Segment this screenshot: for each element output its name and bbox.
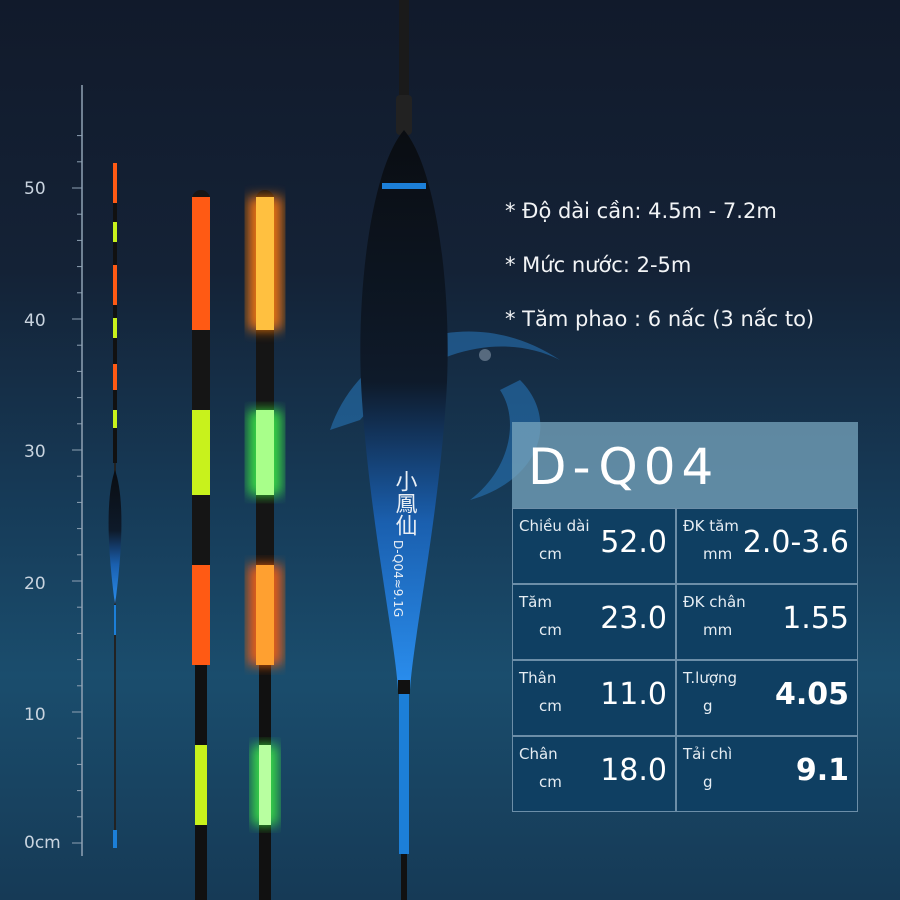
feature-item: * Độ dài cần: 4.5m - 7.2m — [505, 199, 777, 223]
ruler-label: 10 — [24, 705, 46, 725]
spec-unit: mm — [703, 621, 733, 639]
spec-cell: Tải chì g 9.1 — [676, 736, 858, 812]
spec-unit: cm — [539, 545, 562, 563]
spec-value: 11.0 — [600, 677, 667, 712]
spec-cell: Chân cm 18.0 — [512, 736, 676, 812]
spec-cell: T.lượng g 4.05 — [676, 660, 858, 736]
spec-label: Tăm — [519, 593, 552, 611]
float-model-text: D-Q04≈9.1G — [391, 540, 405, 617]
ruler-label: 50 — [24, 179, 46, 199]
spec-label: ĐK tăm — [683, 517, 739, 535]
spec-label: Tải chì — [683, 745, 733, 763]
spec-value: 4.05 — [774, 677, 849, 712]
spec-label: Chân — [519, 745, 558, 763]
float-tip-daytime — [192, 190, 210, 900]
feature-list: * Độ dài cần: 4.5m - 7.2m * Mức nước: 2-… — [505, 184, 814, 346]
spec-label: Chiều dài — [519, 517, 590, 535]
spec-value: 9.1 — [795, 753, 849, 788]
spec-label: ĐK chân — [683, 593, 746, 611]
spec-cell: Thân cm 11.0 — [512, 660, 676, 736]
spec-unit: g — [703, 697, 713, 715]
spec-label: Thân — [519, 669, 557, 687]
spec-cell: Tăm cm 23.0 — [512, 584, 676, 660]
float-main-body: 小鳳仙 D-Q04≈9.1G — [360, 0, 448, 900]
spec-unit: cm — [539, 621, 562, 639]
ruler-label: 20 — [24, 574, 46, 594]
spec-cell: ĐK chân mm 1.55 — [676, 584, 858, 660]
float-brand-text: 小鳳仙 — [392, 470, 418, 536]
spec-cell: Chiều dài cm 52.0 — [512, 508, 676, 584]
spec-label: T.lượng — [683, 669, 738, 687]
spec-unit: cm — [539, 697, 562, 715]
ruler-label: 0cm — [24, 833, 61, 853]
spec-value: 18.0 — [600, 753, 667, 788]
spec-header: D-Q04 — [512, 422, 858, 508]
ruler-label: 40 — [24, 311, 46, 331]
ruler — [72, 85, 83, 856]
feature-item: * Tăm phao : 6 nấc (3 nấc to) — [505, 307, 815, 331]
spec-unit: mm — [703, 545, 733, 563]
spec-table: D-Q04 Chiều dài cm 52.0 ĐK tăm mm 2.0-3.6… — [512, 422, 858, 814]
spec-value: 1.55 — [782, 601, 849, 636]
feature-item: * Mức nước: 2-5m — [505, 253, 692, 277]
model-title: D-Q04 — [528, 438, 720, 496]
spec-value: 23.0 — [600, 601, 667, 636]
float-miniature — [108, 163, 122, 848]
spec-value: 52.0 — [600, 525, 667, 560]
ruler-label: 30 — [24, 442, 46, 462]
spec-unit: cm — [539, 773, 562, 791]
float-tip-glowing — [248, 190, 282, 900]
spec-cell: ĐK tăm mm 2.0-3.6 — [676, 508, 858, 584]
spec-unit: g — [703, 773, 713, 791]
spec-value: 2.0-3.6 — [742, 525, 849, 560]
